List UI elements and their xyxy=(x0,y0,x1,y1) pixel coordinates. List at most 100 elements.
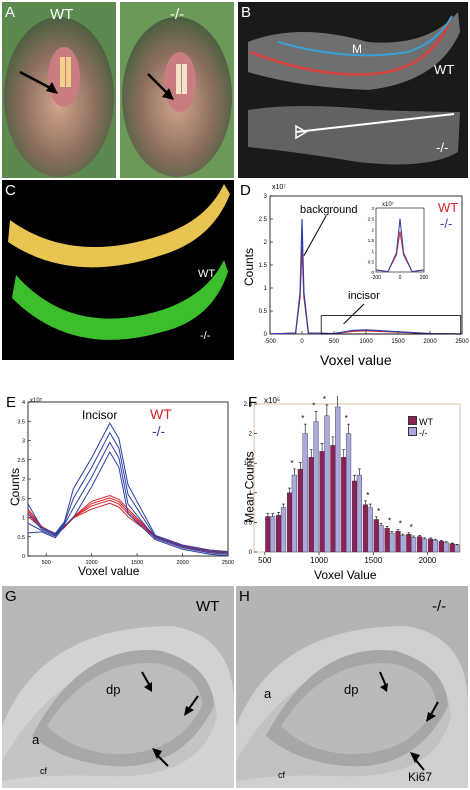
panel-f-bar-ko xyxy=(335,406,341,553)
panel-f-xtick-label: 2000 xyxy=(419,556,437,565)
panel-f-bar-wt xyxy=(373,519,379,553)
panel-d-inset-ytick-label: 0.5 xyxy=(368,259,375,264)
panel-f-bar-wt xyxy=(417,536,423,553)
panel-f-bar-ko xyxy=(345,433,352,553)
panel-d-ann-incisor: incisor xyxy=(348,290,380,302)
panel-f-bar-wt xyxy=(351,480,358,553)
panel-e: 500 1000 1500 2000 2500 0 0.5 1 1.5 2 2.5 3 3.5 4 E x… xyxy=(2,396,234,582)
panel-f-bar-ko xyxy=(378,525,384,553)
panel-d-arrow-background xyxy=(303,215,327,257)
panel-b-wt-tag: WT xyxy=(434,62,455,77)
panel-f-significance-star: * xyxy=(399,520,402,529)
panel-g-tag: WT xyxy=(196,598,220,615)
panel-d-inset-xtick-label: 200 xyxy=(420,275,429,281)
panel-f-legend-wt-row: WT xyxy=(408,416,433,427)
panel-g-dp: dp xyxy=(106,682,121,697)
panel-e-ytick-label: 3 xyxy=(22,439,25,445)
panel-d-arrow-incisor xyxy=(343,303,365,325)
panel-e-series-ko xyxy=(27,422,229,552)
panel-e-title: Incisor xyxy=(82,408,118,422)
panel-a-label: A xyxy=(5,4,16,21)
panel-f-ylabel: Mean Counts xyxy=(242,451,257,523)
panel-f-ytick-label: 1 xyxy=(249,491,253,497)
panel-e-series-ko xyxy=(27,441,229,555)
panel-f-significance-star: * xyxy=(301,414,304,423)
panel-d-xtick-label: 500 xyxy=(329,339,340,345)
panel-f-bar-ko xyxy=(389,532,395,553)
panel-e-ylabel: Counts xyxy=(8,467,23,507)
panel-g-a: a xyxy=(32,732,40,747)
panel-d-inset-frame xyxy=(375,207,425,273)
panel-a-photo xyxy=(2,2,234,178)
panel-f-legend-wt: WT xyxy=(419,417,433,427)
panel-d-inset-ytick-label: 0 xyxy=(371,270,374,275)
panel-f-bar-ko xyxy=(400,535,406,553)
panel-f-significance-star: * xyxy=(388,516,391,525)
panel-c-label: C xyxy=(5,182,16,199)
panel-a-wt-tag: WT xyxy=(50,6,74,23)
panel-f-bar-ko xyxy=(270,516,276,553)
panel-e-legend-ko: -/- xyxy=(152,423,166,439)
panel-e-xlabel: Voxel value xyxy=(78,564,140,578)
panel-e-legend-wt: WT xyxy=(150,406,172,422)
panel-h-label: H xyxy=(239,588,250,605)
panel-f-bar-wt xyxy=(308,457,314,553)
panel-f-bar-ko xyxy=(454,544,460,553)
panel-f-ytick-label: 0.5 xyxy=(244,520,253,526)
panel-d-frame xyxy=(269,195,463,335)
panel-e-series-wt xyxy=(27,499,229,554)
panel-e-xtick-label: 1000 xyxy=(86,560,98,566)
panel-f-legend: WT -/- xyxy=(408,416,433,438)
panel-d-inset-ytick-label: 2 xyxy=(371,227,374,232)
panel-f-xtick-label: 1000 xyxy=(310,556,328,565)
panel-g: G WT dp a cf xyxy=(2,586,234,788)
panel-f-ytick-label: 2 xyxy=(249,432,253,438)
panel-a: A WT -/- xyxy=(2,2,234,178)
panel-f-xlabel: Voxel Value xyxy=(314,568,377,582)
panel-c-wt-tag: WT xyxy=(198,268,216,280)
panel-h: H -/- dp a cf Ki67 xyxy=(236,586,468,788)
panel-d-ytick-label: 2 xyxy=(264,240,268,246)
panel-f-bar-wt xyxy=(330,445,336,553)
panel-f-bar-wt xyxy=(286,492,293,553)
panel-e-ytick-label: 1.5 xyxy=(17,496,25,502)
panel-d-incisor-box xyxy=(320,315,462,335)
panel-h-ki67: Ki67 xyxy=(408,770,433,784)
panel-f-ytick-label: 2.5 xyxy=(244,402,253,408)
panel-f-bar-wt xyxy=(449,543,455,553)
panel-f-legend-ko-swatch xyxy=(408,427,417,436)
panel-f-bar-wt xyxy=(297,468,303,553)
panel-e-exp: x10⁵ xyxy=(30,398,43,404)
panel-d-chart: -500 0 500 1000 1500 2000 250000.511.522.53-20… xyxy=(259,194,470,345)
panel-d-ytick-label: 0.5 xyxy=(259,309,268,315)
panel-a-ko-tag: -/- xyxy=(170,6,185,23)
panel-f-bar-wt xyxy=(438,541,444,553)
panel-d-xtick-label: 2500 xyxy=(455,339,469,345)
panel-f-ytick-label: 1.5 xyxy=(244,461,253,467)
panel-d-legend-ko: -/- xyxy=(440,216,453,231)
panel-f-bar-wt xyxy=(406,534,412,553)
panel-d-series-ko xyxy=(269,218,463,335)
panel-g-cf: cf xyxy=(40,766,48,776)
panel-c: C WT -/- xyxy=(2,180,234,360)
panel-d-ytick-label: 1 xyxy=(264,286,268,292)
panel-d-inset-exp: x10⁷ xyxy=(382,202,394,208)
panel-e-ytick-label: 0.5 xyxy=(17,535,25,541)
panel-d-ytick-label: 3 xyxy=(264,194,268,200)
panel-e-series-wt xyxy=(27,497,229,554)
panel-f-bar-ko xyxy=(313,421,319,553)
panel-e-label: E xyxy=(6,396,17,411)
panel-d-inset-ytick-label: 1.5 xyxy=(368,238,375,243)
panel-d-ann-background: background xyxy=(300,204,358,216)
panel-c-rendering xyxy=(8,184,230,340)
panel-f-bar-wt xyxy=(395,531,401,553)
panel-g-micrograph xyxy=(2,626,234,788)
panel-f-bar-wt xyxy=(427,538,434,553)
panel-f-ytick-label: 0 xyxy=(249,550,253,556)
panel-f-bar-ko xyxy=(280,507,287,553)
panel-e-chart: 500 1000 1500 2000 2500 0 0.5 1 1.5 2 2.5 3 3.5 4 xyxy=(17,400,234,566)
panel-e-ytick-label: 4 xyxy=(22,400,25,406)
panel-b-label: B xyxy=(241,4,252,21)
panel-f-legend-wt-swatch xyxy=(408,416,417,425)
